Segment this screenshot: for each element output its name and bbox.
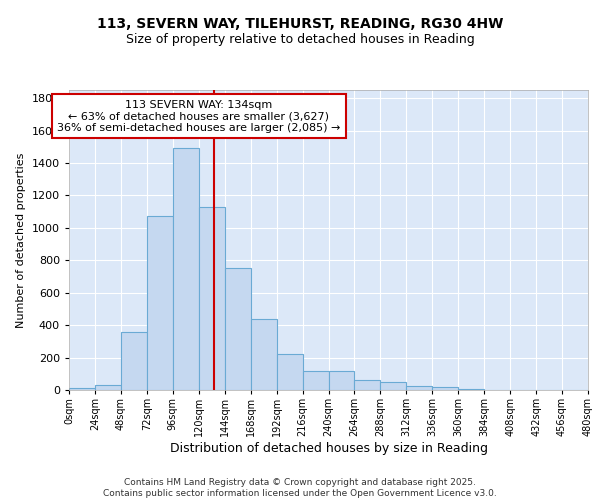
- Bar: [458, 389, 484, 390]
- Bar: [302, 372, 329, 390]
- Bar: [432, 387, 458, 390]
- Bar: [95, 385, 121, 390]
- X-axis label: Distribution of detached houses by size in Reading: Distribution of detached houses by size …: [170, 442, 487, 455]
- Y-axis label: Number of detached properties: Number of detached properties: [16, 152, 26, 328]
- Text: Size of property relative to detached houses in Reading: Size of property relative to detached ho…: [125, 32, 475, 46]
- Bar: [147, 216, 173, 390]
- Bar: [329, 372, 355, 390]
- Bar: [251, 320, 277, 390]
- Bar: [380, 382, 406, 390]
- Bar: [225, 268, 251, 390]
- Bar: [69, 388, 95, 390]
- Bar: [173, 148, 199, 390]
- Bar: [277, 354, 302, 390]
- Text: 113, SEVERN WAY, TILEHURST, READING, RG30 4HW: 113, SEVERN WAY, TILEHURST, READING, RG3…: [97, 18, 503, 32]
- Text: 113 SEVERN WAY: 134sqm
← 63% of detached houses are smaller (3,627)
36% of semi-: 113 SEVERN WAY: 134sqm ← 63% of detached…: [57, 100, 340, 133]
- Text: Contains HM Land Registry data © Crown copyright and database right 2025.
Contai: Contains HM Land Registry data © Crown c…: [103, 478, 497, 498]
- Bar: [355, 380, 380, 390]
- Bar: [121, 332, 147, 390]
- Bar: [199, 207, 224, 390]
- Bar: [406, 386, 432, 390]
